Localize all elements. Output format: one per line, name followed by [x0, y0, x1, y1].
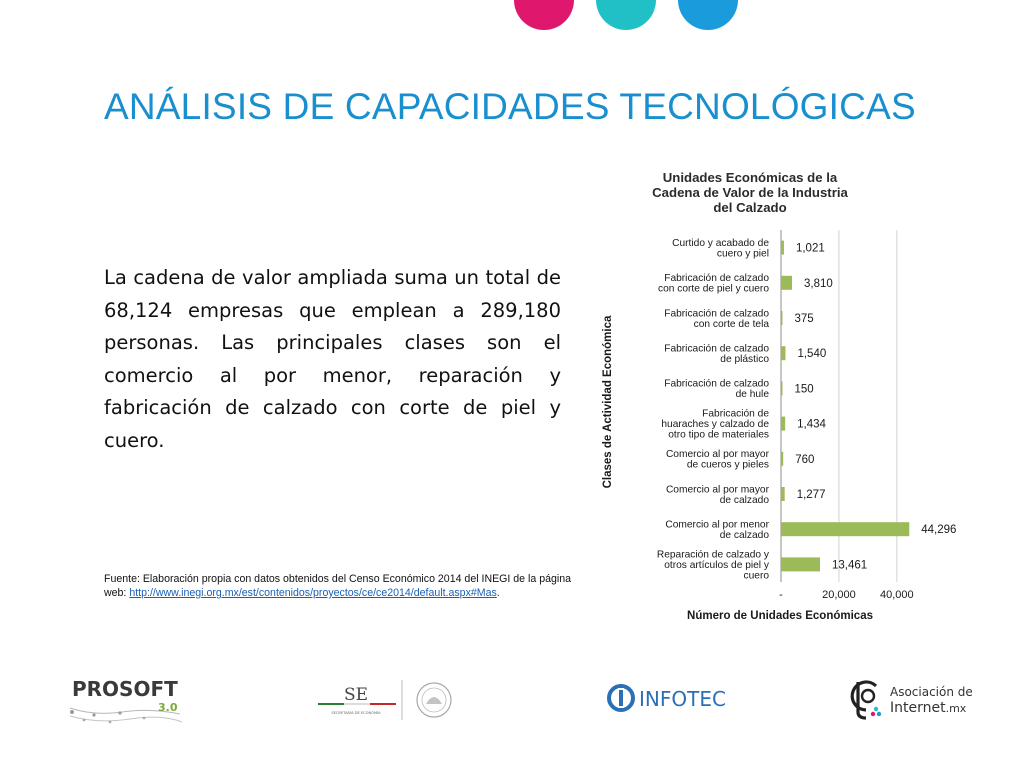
se-logo: SE SECRETARÍA DE ECONOMÍA — [312, 676, 472, 724]
chart-title-line: Cadena de Valor de la Industria — [652, 185, 848, 200]
bar — [781, 240, 784, 255]
category-label: de cueros y pieles — [687, 460, 769, 471]
data-label: 760 — [795, 454, 814, 466]
source-link[interactable]: http://www.inegi.org.mx/est/contenidos/p… — [129, 587, 497, 599]
data-label: 44,296 — [921, 524, 956, 536]
prosoft-name: PROSOFT — [72, 677, 178, 701]
asociacion-tld: .mx — [946, 702, 967, 715]
source-note: Fuente: Elaboración propia con datos obt… — [104, 572, 584, 600]
data-label: 1,277 — [797, 489, 826, 501]
slide-title: ANÁLISIS DE CAPACIDADES TECNOLÓGICAS — [104, 86, 916, 127]
x-axis-title: Número de Unidades Económicas — [687, 610, 873, 622]
data-label: 1,540 — [797, 348, 826, 360]
asociacion-line1: Asociación de — [890, 685, 973, 699]
infotec-name: INFOTEC — [639, 687, 726, 711]
accent-dot-blue — [678, 0, 738, 30]
category-label: Comercio al por menor — [665, 519, 769, 530]
data-label: 375 — [795, 313, 814, 325]
category-label: de plástico — [720, 354, 769, 365]
accent-dot-magenta — [514, 0, 574, 30]
bar — [781, 275, 793, 290]
se-abbr: SE — [344, 685, 368, 705]
category-label: Reparación de calzado y — [657, 549, 770, 560]
category-label: con corte de piel y cuero — [658, 284, 769, 295]
bar — [781, 416, 786, 431]
category-label: cuero y piel — [717, 248, 769, 259]
chart-title-line: Unidades Económicas de la — [663, 170, 838, 185]
bar — [781, 487, 785, 501]
prosoft-version: 3.0 — [158, 701, 178, 714]
category-label: de hule — [736, 389, 770, 400]
source-suffix: . — [496, 587, 500, 599]
bar — [781, 522, 910, 537]
category-label: con corte de tela — [694, 319, 770, 330]
data-label: 13,461 — [832, 559, 867, 571]
se-subtitle: SECRETARÍA DE ECONOMÍA — [331, 710, 381, 715]
accent-dot-teal — [596, 0, 656, 30]
asociacion-line2: Internet — [890, 700, 946, 716]
category-label: otros artículos de piel y — [664, 560, 770, 571]
asociacion-internet-logo: Asociación de Internet.mx — [842, 668, 992, 724]
mexico-seal-icon — [416, 682, 452, 718]
category-label: Fabricación de calzado — [664, 379, 769, 390]
svg-text:Internet.mx: Internet.mx — [890, 700, 967, 716]
data-label: 1,434 — [797, 419, 826, 431]
prosoft-logo: PROSOFT 3.0 — [64, 672, 194, 732]
category-label: Fabricación de — [702, 409, 769, 420]
category-label: huaraches y calzado de — [661, 419, 769, 430]
x-tick-label: 20,000 — [822, 589, 856, 601]
x-tick-label: - — [779, 589, 783, 601]
category-label: de calzado — [720, 530, 770, 541]
bar — [781, 557, 820, 572]
category-label: Fabricación de calzado — [664, 308, 769, 319]
infotec-symbol-icon — [607, 684, 635, 712]
x-tick-label: 40,000 — [880, 589, 914, 601]
category-label: Comercio al por mayor — [666, 449, 770, 460]
category-label: Fabricación de calzado — [664, 273, 769, 284]
data-label: 1,021 — [796, 243, 825, 255]
category-label: Fabricación de calzado — [664, 343, 769, 354]
category-label: de calzado — [720, 495, 770, 506]
data-label: 150 — [795, 383, 814, 395]
chart-title-line: del Calzado — [713, 200, 786, 215]
bar — [781, 451, 784, 466]
category-label: Comercio al por mayor — [666, 484, 770, 495]
category-label: cuero — [744, 570, 770, 581]
data-label: 3,810 — [804, 278, 833, 290]
y-axis-title: Clases de Actividad Económica — [602, 315, 614, 488]
summary-paragraph: La cadena de valor ampliada suma un tota… — [104, 266, 561, 452]
category-label: Curtido y acabado de — [672, 238, 769, 249]
source-text: Fuente: Elaboración propia con datos obt… — [104, 573, 572, 599]
bar — [781, 346, 786, 361]
infotec-logo: INFOTEC — [605, 680, 735, 716]
bar — [781, 311, 783, 325]
asociacion-at-icon — [850, 680, 882, 720]
bar — [781, 381, 783, 396]
category-label: otro tipo de materiales — [668, 430, 769, 441]
